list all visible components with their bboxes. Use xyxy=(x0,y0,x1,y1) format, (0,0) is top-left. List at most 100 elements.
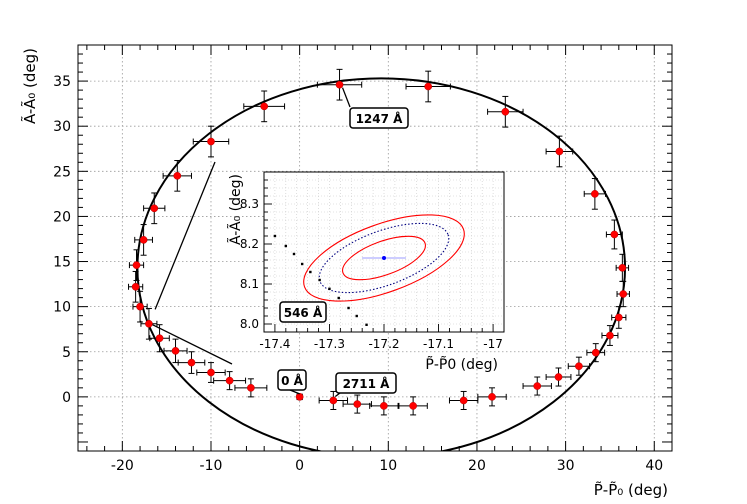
inset-y-tick-label: 8.2 xyxy=(240,237,259,251)
track-point xyxy=(365,323,368,326)
data-point xyxy=(586,343,606,363)
data-marker xyxy=(335,80,344,89)
data-point xyxy=(177,351,206,374)
data-marker xyxy=(187,358,196,367)
data-point xyxy=(583,178,607,210)
y-tick-label: 20 xyxy=(53,209,71,225)
inset-axis-ticks: -17.4 -17.3 -17.2 -17.1 -17 8.0 8.1 8.2 8.3 xyxy=(240,179,503,351)
track-point xyxy=(328,287,331,290)
annotation-0-label: 0 Å xyxy=(281,373,304,388)
annotation-2711-box xyxy=(335,372,397,394)
data-point xyxy=(243,90,286,123)
zoom-line xyxy=(154,161,216,310)
track-point xyxy=(318,278,321,282)
data-marker xyxy=(619,290,628,298)
data-point xyxy=(545,367,572,387)
x-tick-label: 10 xyxy=(379,458,397,474)
annotation-2711: 2711 Å xyxy=(335,372,397,394)
y-tick-label: 15 xyxy=(53,255,71,271)
data-point xyxy=(487,95,524,128)
confidence-contour xyxy=(318,222,450,294)
annotation-leader xyxy=(341,87,351,108)
data-point xyxy=(234,378,268,398)
plot-frame xyxy=(77,44,673,452)
track-point xyxy=(284,244,288,248)
annotation-1247-box xyxy=(349,107,409,129)
track-point xyxy=(309,270,312,274)
data-marker xyxy=(139,236,148,244)
y-tick-label: 35 xyxy=(53,74,71,90)
track-point xyxy=(292,252,296,256)
track-point xyxy=(300,262,304,266)
annotation-2711-label: 2711 Å xyxy=(343,376,391,391)
data-point xyxy=(605,219,623,250)
data-marker xyxy=(145,319,153,328)
x-tick-label: 30 xyxy=(557,458,575,474)
data-point xyxy=(611,306,627,329)
data-point xyxy=(616,280,630,308)
data-point xyxy=(522,376,552,396)
inset-y-axis-label: Ã-Ã₀ (deg) xyxy=(227,174,244,245)
x-axis-label: P̃-P̃₀ (deg) xyxy=(594,480,668,499)
data-point xyxy=(132,290,148,323)
confidence-contour xyxy=(303,214,465,302)
annotation-546-box xyxy=(279,301,327,323)
data-marker xyxy=(353,400,362,408)
y-tick-label: 30 xyxy=(53,119,71,135)
data-point xyxy=(405,70,451,103)
data-marker xyxy=(380,402,388,410)
data-marker xyxy=(225,376,234,385)
data-point xyxy=(128,270,144,303)
data-marker xyxy=(575,362,583,371)
inset-y-tick-label: 8.0 xyxy=(240,317,259,331)
zoom-connector-lines xyxy=(152,161,233,365)
track-point xyxy=(347,306,350,310)
inset-y-tick-label: 8.1 xyxy=(240,277,259,291)
zoom-line xyxy=(152,324,233,365)
data-point xyxy=(448,390,479,410)
data-marker xyxy=(155,334,164,343)
annotation-546: 546 Å xyxy=(279,301,327,323)
data-marker xyxy=(171,347,180,355)
data-marker xyxy=(409,402,417,410)
data-point xyxy=(143,192,166,225)
x-tick-label: -10 xyxy=(200,458,223,474)
data-marker xyxy=(501,107,510,116)
data-marker xyxy=(591,190,599,198)
data-point xyxy=(295,393,304,401)
inset-x-tick-label: -17.4 xyxy=(259,337,290,351)
track-point xyxy=(337,296,340,300)
data-point xyxy=(134,224,153,256)
data-marker xyxy=(260,102,269,111)
data-marker xyxy=(247,383,255,392)
data-marker xyxy=(610,230,619,239)
y-tick-label: 10 xyxy=(53,300,71,316)
data-marker xyxy=(295,393,304,401)
data-point xyxy=(140,307,158,340)
inset-plot-area xyxy=(273,214,465,326)
y-tick-label: 5 xyxy=(62,345,71,361)
annotation-0: 0 Å xyxy=(277,369,307,391)
inset-x-axis-label: P̃-P̃0 (deg) xyxy=(425,356,498,373)
annotation-1247: 1247 Å xyxy=(349,107,409,129)
data-marker xyxy=(424,82,433,91)
data-point xyxy=(342,394,372,414)
inset-y-tick-label: 8.3 xyxy=(240,197,259,211)
annotation-1247-label: 1247 Å xyxy=(356,111,404,126)
inset-x-tick-label: -17.1 xyxy=(423,337,454,351)
data-point xyxy=(316,68,363,101)
inset-x-tick-label: -17.3 xyxy=(314,337,345,351)
data-point xyxy=(196,362,226,383)
data-marker xyxy=(555,147,564,156)
data-marker xyxy=(207,368,215,377)
data-point xyxy=(162,159,192,192)
y-axis-label: Ã-Ã₀ (deg) xyxy=(20,48,39,124)
data-marker xyxy=(173,171,182,180)
data-point xyxy=(318,390,349,410)
track-point xyxy=(273,234,277,238)
data-point xyxy=(398,396,428,416)
data-point xyxy=(615,253,630,282)
data-point xyxy=(192,125,230,158)
